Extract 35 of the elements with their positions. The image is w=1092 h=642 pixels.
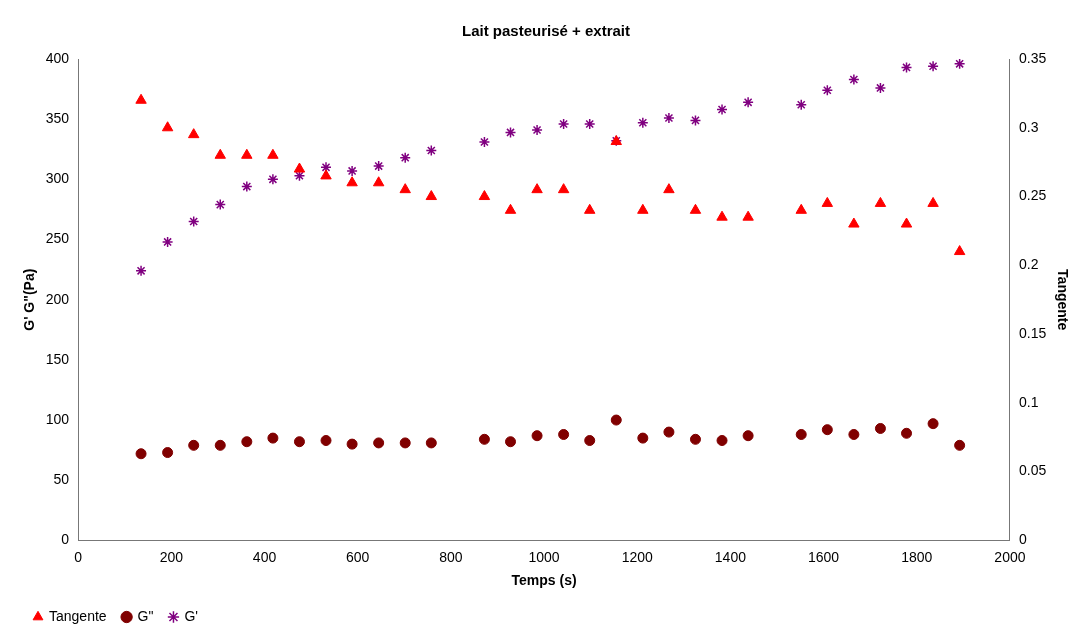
x-tick-label: 1400 bbox=[714, 548, 747, 565]
y-tick-label: 400 bbox=[45, 49, 70, 66]
x-tick-label: 2000 bbox=[994, 548, 1026, 565]
legend-label: G' bbox=[184, 607, 199, 624]
y-axis-title: G' G"(Pa) bbox=[21, 268, 38, 331]
x-tick-label: 1800 bbox=[901, 548, 933, 565]
y-tick-label: 100 bbox=[45, 410, 70, 427]
y2-tick-label: 0.1 bbox=[1018, 393, 1039, 410]
chart-title: Lait pasteurisé + extrait bbox=[462, 22, 630, 40]
x-tick-label: 1000 bbox=[528, 548, 560, 565]
y2-axis-title: Tangente bbox=[1054, 269, 1071, 331]
y-tick-label: 200 bbox=[45, 290, 70, 307]
y2-tick-label: 0.25 bbox=[1018, 187, 1047, 204]
y-tick-label: 0 bbox=[61, 531, 70, 548]
legend-label: Tangente bbox=[49, 607, 107, 624]
y2-tick-label: 0 bbox=[1018, 531, 1027, 548]
y2-tick-label: 0.3 bbox=[1018, 118, 1039, 135]
x-tick-label: 800 bbox=[439, 548, 463, 565]
y2-tick-label: 0.15 bbox=[1018, 324, 1047, 341]
x-tick-label: 400 bbox=[252, 548, 277, 565]
x-tick-label: 1600 bbox=[808, 548, 840, 565]
x-tick-label: 600 bbox=[346, 548, 370, 565]
y-tick-label: 300 bbox=[45, 170, 70, 187]
y-tick-label: 350 bbox=[45, 110, 70, 127]
x-tick-label: 200 bbox=[159, 548, 184, 565]
y-tick-label: 50 bbox=[53, 471, 70, 488]
y2-tick-label: 0.35 bbox=[1018, 49, 1047, 66]
y2-tick-label: 0.2 bbox=[1018, 256, 1039, 273]
x-tick-label: 1200 bbox=[621, 548, 654, 565]
y-tick-label: 150 bbox=[45, 350, 70, 367]
legend-label: G" bbox=[137, 607, 154, 624]
y-tick-label: 250 bbox=[45, 230, 70, 247]
x-tick-label: 0 bbox=[74, 548, 83, 565]
y2-tick-label: 0.05 bbox=[1018, 462, 1047, 479]
x-axis-title: Temps (s) bbox=[511, 572, 577, 589]
